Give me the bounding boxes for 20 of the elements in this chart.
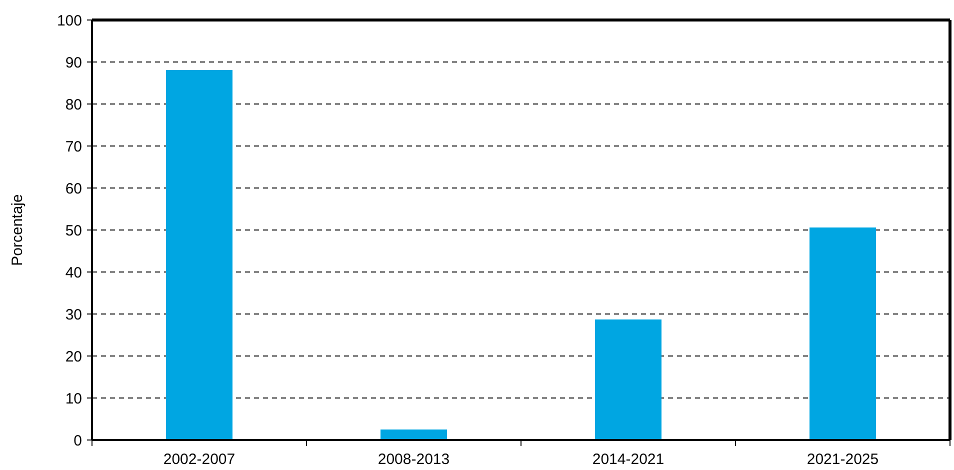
y-tick-label: 10: [65, 390, 82, 408]
x-tick-label: 2014-2021: [592, 451, 664, 468]
bar: [595, 319, 662, 440]
y-tick-label: 30: [65, 306, 82, 324]
y-tick-label: 80: [65, 96, 82, 114]
y-tick-label: 70: [65, 138, 82, 156]
bar: [166, 70, 232, 440]
bar: [380, 430, 447, 440]
bar: [810, 227, 876, 440]
y-tick-label: 50: [65, 222, 82, 240]
x-tick-label: 2002-2007: [163, 451, 236, 468]
x-tick-label: 2008-2013: [378, 451, 450, 468]
y-tick-label: 20: [65, 348, 82, 366]
y-tick-label: 60: [65, 180, 82, 198]
y-tick-label: 90: [65, 54, 82, 72]
x-tick-label: 2021-2025: [806, 451, 879, 468]
y-axis-title: Porcentaje: [9, 194, 26, 266]
y-tick-label: 100: [56, 12, 82, 30]
y-tick-label: 0: [74, 432, 82, 450]
y-tick-label: 40: [65, 264, 82, 282]
